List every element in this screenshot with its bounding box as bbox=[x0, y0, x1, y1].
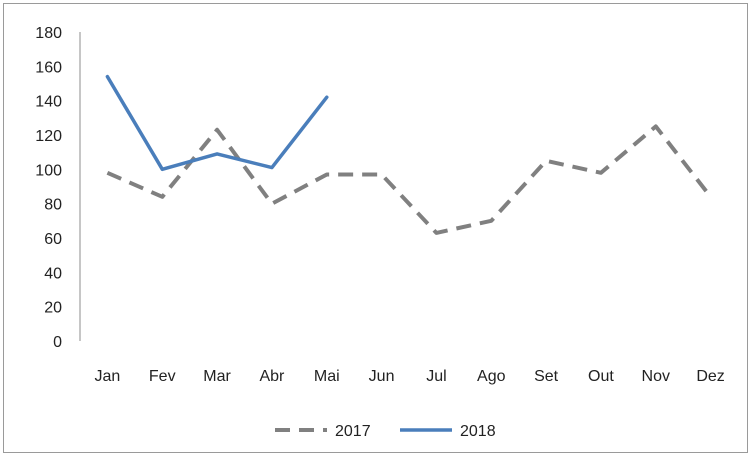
x-tick-label: Jun bbox=[369, 368, 395, 385]
y-tick-label: 40 bbox=[44, 265, 62, 282]
y-tick-label: 180 bbox=[35, 25, 62, 42]
series-line-2018 bbox=[105, 74, 329, 172]
x-tick-label: Abr bbox=[259, 368, 285, 385]
x-tick-label: Jul bbox=[426, 368, 446, 385]
y-tick-labels: 0 20 40 60 80 100 120 140 160 180 bbox=[35, 25, 62, 351]
legend-label-2017: 2017 bbox=[335, 423, 371, 440]
series-line-2017 bbox=[106, 124, 713, 235]
y-tick-label: 80 bbox=[44, 197, 62, 214]
y-tick-label: 100 bbox=[35, 162, 62, 179]
y-tick-label: 160 bbox=[35, 59, 62, 76]
legend: 2017 2018 bbox=[275, 423, 496, 440]
series-lines bbox=[105, 74, 713, 235]
x-tick-label: Jan bbox=[95, 368, 121, 385]
x-tick-label: Mai bbox=[314, 368, 340, 385]
x-tick-label: Mar bbox=[203, 368, 231, 385]
x-tick-label: Set bbox=[534, 368, 559, 385]
x-tick-label: Ago bbox=[477, 368, 506, 385]
legend-label-2018: 2018 bbox=[460, 423, 496, 440]
x-tick-label: Fev bbox=[149, 368, 176, 385]
x-tick-label: Nov bbox=[642, 368, 670, 385]
chart-frame bbox=[3, 3, 748, 453]
x-tick-label: Dez bbox=[696, 368, 724, 385]
y-tick-label: 120 bbox=[35, 128, 62, 145]
y-tick-label: 60 bbox=[44, 231, 62, 248]
y-tick-label: 20 bbox=[44, 300, 62, 317]
y-tick-label: 140 bbox=[35, 94, 62, 111]
x-tick-labels: Jan Fev Mar Abr Mai Jun Jul Ago Set Out Nov Dez bbox=[95, 368, 725, 385]
x-tick-label: Out bbox=[588, 368, 614, 385]
y-tick-label: 0 bbox=[53, 334, 62, 351]
